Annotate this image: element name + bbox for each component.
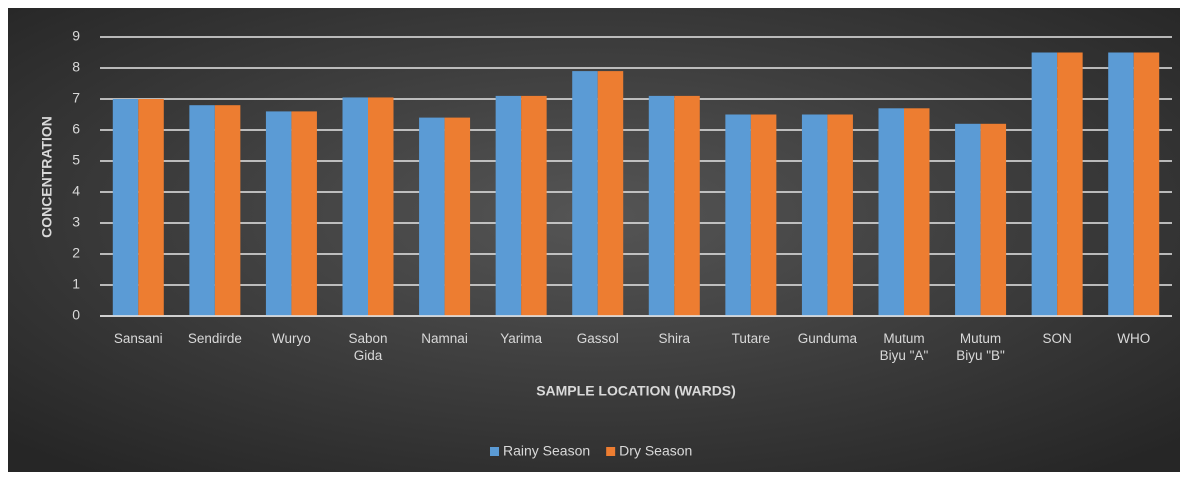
- x-tick-label: Tutare: [731, 331, 771, 346]
- y-tick-label: 0: [72, 307, 80, 323]
- x-tick-label: Sendirde: [187, 331, 242, 346]
- y-tick-label: 3: [72, 214, 80, 230]
- x-tick-label-box: Gassol: [576, 331, 619, 346]
- x-tick-label-box: Namnai: [421, 331, 468, 346]
- y-tick-label: 7: [72, 90, 80, 106]
- y-tick-label: 8: [72, 59, 80, 75]
- x-tick-label-box: WHO: [1117, 331, 1151, 346]
- x-tick-label: Shira: [658, 331, 691, 346]
- bar: [648, 95, 675, 317]
- x-tick-label: Yarima: [500, 331, 542, 346]
- bar: [750, 114, 777, 316]
- bar: [827, 114, 853, 316]
- y-tick-label: 9: [72, 28, 80, 44]
- x-tick-label: Gunduma: [797, 331, 858, 346]
- x-tick-label-box: Mutum Biyu "B": [956, 331, 1005, 363]
- x-tick-label-box: Sendirde: [187, 331, 242, 346]
- bar: [368, 97, 394, 316]
- bar: [1133, 52, 1160, 316]
- bar: [980, 123, 1007, 316]
- x-tick-label-box: Shira: [658, 331, 691, 346]
- bar: [725, 114, 751, 316]
- y-tick-label: 1: [72, 276, 80, 292]
- x-tick-label: Mutum Biyu "A": [879, 331, 929, 363]
- x-tick-label: Sansani: [113, 331, 163, 346]
- y-tick-label: 5: [72, 152, 80, 168]
- bar: [138, 99, 164, 316]
- bar: [444, 117, 471, 316]
- legend-label: Dry Season: [619, 443, 692, 459]
- bar: [1057, 52, 1083, 316]
- bar: [955, 123, 981, 316]
- bar: [521, 95, 547, 317]
- y-tick-label: 6: [72, 121, 80, 137]
- legend-swatch: [606, 447, 616, 456]
- bar: [801, 114, 828, 316]
- y-axis-title: CONCENTRATION: [39, 116, 55, 238]
- bar: [1108, 52, 1134, 316]
- x-tick-label-box: Sabon Gida: [348, 331, 388, 363]
- x-tick-label-box: Mutum Biyu "A": [879, 331, 929, 363]
- x-tick-label: Wuryo: [272, 331, 311, 346]
- legend-label: Rainy Season: [503, 443, 590, 459]
- x-tick-label: SON: [1042, 331, 1072, 346]
- bar: [1031, 52, 1058, 316]
- x-tick-label-box: Tutare: [731, 331, 771, 346]
- bar: [214, 105, 241, 316]
- legend-swatch: [490, 447, 499, 456]
- bar: [495, 95, 522, 317]
- x-axis-title: SAMPLE LOCATION (WARDS): [536, 383, 736, 399]
- x-tick-label-box: Gunduma: [797, 331, 858, 346]
- bar: [904, 108, 930, 316]
- bar: [291, 111, 317, 317]
- x-tick-label-box: Wuryo: [272, 331, 311, 346]
- x-tick-label: Namnai: [421, 331, 468, 346]
- x-tick-label: Gassol: [576, 331, 619, 346]
- bar: [265, 111, 292, 317]
- y-tick-label: 4: [72, 183, 80, 199]
- x-tick-label-box: Sansani: [113, 331, 163, 346]
- bar: [419, 117, 445, 316]
- x-tick-label-box: Yarima: [500, 331, 542, 346]
- bar: [878, 108, 904, 316]
- y-tick-label: 2: [72, 245, 80, 261]
- bar: [674, 95, 700, 317]
- x-tick-label: Sabon Gida: [348, 331, 388, 363]
- bar: [189, 105, 215, 316]
- bar: [112, 99, 139, 316]
- bar: [572, 71, 598, 316]
- x-tick-label-box: SON: [1042, 331, 1072, 346]
- x-tick-label: Mutum Biyu "B": [956, 331, 1005, 363]
- bar: [342, 97, 368, 316]
- bar: [597, 71, 624, 316]
- x-tick-label: WHO: [1117, 331, 1151, 346]
